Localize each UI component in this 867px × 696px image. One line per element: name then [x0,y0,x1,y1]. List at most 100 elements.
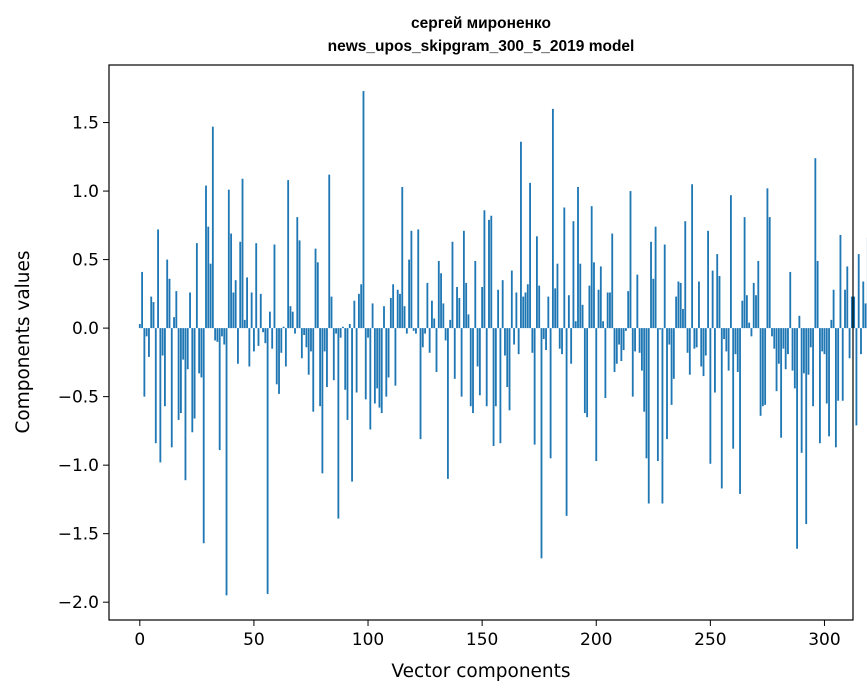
bar [396,289,399,329]
bar [634,328,636,352]
bar [497,289,500,329]
bar [679,282,682,329]
x-tick-label: 50 [243,630,265,650]
bar [704,328,707,356]
bar [207,226,210,329]
bar [392,284,395,329]
bar [154,328,157,444]
bar [554,288,557,329]
bar [531,328,534,353]
bar [716,254,719,329]
bar [145,328,148,337]
bar [759,328,762,416]
bar [248,328,251,367]
bar [385,328,388,397]
bar [812,328,814,407]
bar [303,328,306,335]
y-tick-label: −1.5 [58,525,99,545]
bar [520,141,522,329]
bar [629,191,632,329]
bar [563,207,566,329]
bar [556,263,559,329]
bar [367,328,369,338]
bar [437,260,440,329]
bar [202,328,205,544]
bar [225,328,228,596]
bar [583,328,586,414]
bar [620,328,623,361]
bar [577,186,579,329]
bar [492,328,495,446]
bar [335,328,337,334]
bar [848,328,851,359]
bar [170,328,173,448]
bar [834,328,837,448]
bar [656,328,659,462]
bar [800,328,803,453]
bar [611,233,614,329]
bar [200,328,203,378]
bar [177,328,180,420]
bar [506,328,509,388]
bar [284,328,287,367]
bar [663,244,666,329]
y-tick-label: −0.5 [58,388,99,408]
bar [809,328,812,348]
bar [796,328,798,549]
y-tick-label: 1.0 [72,182,99,202]
bar [661,328,664,504]
bar [590,206,593,329]
bar [850,296,853,329]
bar [447,328,449,479]
bar [476,328,479,367]
bar [581,304,584,329]
bar [593,262,595,329]
bar [271,328,274,349]
bar [533,328,536,445]
bar [344,328,347,390]
bar [364,328,367,400]
bar [189,292,191,329]
bar [720,328,723,489]
bar [542,328,545,340]
bar [650,241,652,329]
bar [472,328,474,414]
bar [638,328,641,353]
bar [184,328,187,481]
bar [216,328,219,342]
bar [323,328,326,352]
bar [636,274,639,329]
bar [440,273,442,329]
bar [415,328,417,334]
bar [230,233,233,329]
bar [631,328,634,397]
bar [698,281,700,329]
y-axis-label: Components values [13,250,34,433]
bar [613,328,616,372]
bar [342,326,344,329]
bar [332,328,335,381]
x-tick-label: 150 [466,630,498,650]
plot-frame [108,64,854,621]
bar [597,289,600,329]
bar [773,328,776,349]
bar [536,236,538,329]
bar [209,263,212,329]
chart-subtitle: news_upos_skipgram_300_5_2019 model [328,38,635,55]
bar [150,296,153,329]
bar [490,215,493,329]
bar [319,328,322,407]
bar [857,254,860,329]
bar [360,284,363,329]
bar [387,328,390,378]
bar [405,328,408,334]
bar [725,328,728,352]
bar [362,91,365,329]
bar [686,328,689,353]
bar [609,292,611,329]
bar [239,241,242,329]
bar [825,328,828,404]
bar [305,328,308,348]
bar [453,328,456,379]
